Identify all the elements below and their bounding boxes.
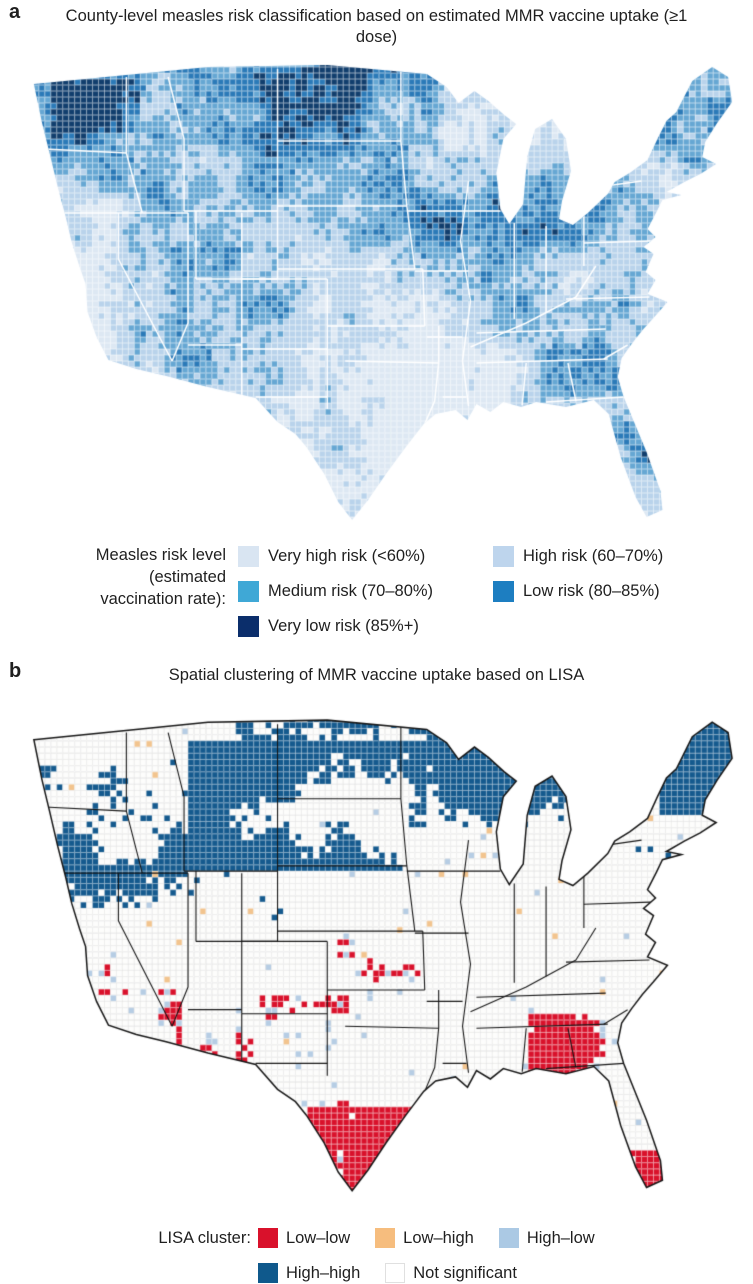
legend-item: Very high risk (<60%): [238, 545, 493, 567]
legend-item: Low risk (80–85%): [493, 580, 663, 602]
lisa-legend: LISA cluster: Low–low Low–high High–low Hi…: [0, 1227, 753, 1284]
legend-swatch-icon: [238, 580, 259, 602]
measles-risk-choropleth-map: [8, 61, 745, 532]
panel-a-header: a County-level measles risk classificati…: [0, 0, 753, 48]
legend-swatch-icon: [238, 615, 259, 637]
lisa-legend-row-2: High–high Not significant: [257, 1262, 595, 1284]
legend-item-label: Very low risk (85%+): [268, 616, 419, 635]
lisa-legend-label: LISA cluster:: [158, 1228, 251, 1247]
lisa-cluster-map: [8, 716, 745, 1203]
lisa-legend-row-1: Low–low Low–high High–low: [257, 1227, 595, 1249]
legend-swatch-icon: [257, 1228, 278, 1249]
legend-item: Not significant: [385, 1262, 517, 1284]
legend-item: High–low: [498, 1227, 595, 1249]
legend-item: High risk (60–70%): [493, 545, 663, 567]
panel-b-title: Spatial clustering of MMR vaccine uptake…: [168, 666, 585, 685]
legend-item: Very low risk (85%+): [238, 615, 493, 637]
legend-swatch-icon: [493, 580, 514, 602]
legend-item: Low–high: [375, 1227, 474, 1249]
legend-swatch-icon: [498, 1228, 519, 1249]
legend-swatch-icon: [385, 1263, 406, 1284]
panel-b-header: b Spatial clustering of MMR vaccine upta…: [0, 659, 753, 686]
legend-swatch-icon: [375, 1228, 396, 1249]
risk-legend-items: Very high risk (<60%) High risk (60–70%) M…: [238, 545, 663, 637]
legend-item-label: Not significant: [413, 1263, 517, 1282]
legend-item-label: Low–low: [285, 1228, 351, 1247]
legend-item-label: Very high risk (<60%): [268, 546, 426, 565]
legend-swatch-icon: [257, 1263, 278, 1284]
legend-item-label: Medium risk (70–80%): [268, 581, 434, 600]
legend-item: Low–low: [257, 1227, 351, 1249]
legend-item-label: Low risk (80–85%): [523, 581, 660, 600]
legend-swatch-icon: [493, 545, 514, 567]
risk-legend: Measles risk level (estimated vaccinatio…: [64, 545, 753, 637]
panel-a: a County-level measles risk classificati…: [0, 0, 753, 637]
legend-item: Medium risk (70–80%): [238, 580, 493, 602]
legend-item: High–high: [257, 1262, 361, 1284]
panel-b-label: b: [9, 660, 22, 683]
risk-legend-label: Measles risk level (estimated vaccinatio…: [95, 546, 226, 609]
legend-item-label: High–high: [285, 1263, 361, 1282]
panel-a-title: County-level measles risk classification…: [65, 7, 688, 47]
legend-swatch-icon: [238, 545, 259, 567]
panel-b: b Spatial clustering of MMR vaccine upta…: [0, 659, 753, 1284]
legend-item-label: Low–high: [403, 1228, 474, 1247]
panel-a-label: a: [9, 1, 21, 23]
legend-item-label: High–low: [526, 1228, 595, 1247]
legend-item-label: High risk (60–70%): [523, 546, 664, 565]
